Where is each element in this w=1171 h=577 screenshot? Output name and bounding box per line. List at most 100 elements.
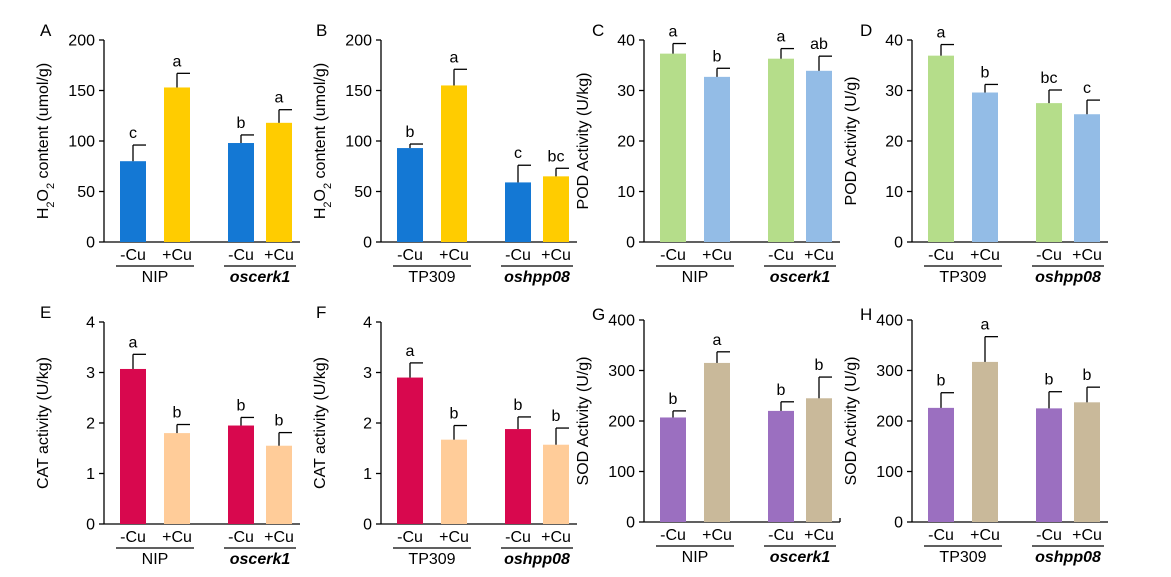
bar: [1036, 408, 1062, 522]
category-tick-label: -Cu: [397, 247, 423, 264]
bar: [228, 425, 254, 524]
y-tick-label: 2: [86, 416, 95, 433]
category-tick-label: -Cu: [768, 247, 794, 264]
category-tick-label: -Cu: [505, 247, 531, 264]
y-tick-label: 300: [876, 363, 903, 380]
y-tick-label: 1: [86, 466, 95, 483]
y-axis-label-part: CAT activity (U/kg): [35, 357, 52, 489]
significance-letter: a: [777, 29, 786, 46]
y-tick-label: 4: [363, 315, 372, 332]
significance-letter: b: [552, 408, 561, 425]
y-axis-label: SOD Activity (U/g): [843, 357, 860, 486]
bar: [266, 122, 292, 242]
category-tick-label: -Cu: [228, 247, 254, 264]
significance-letter: a: [129, 334, 138, 351]
significance-letter: b: [981, 64, 990, 81]
y-tick-label: 200: [876, 414, 903, 431]
y-tick-label: 100: [345, 134, 372, 151]
bar: [768, 58, 794, 243]
significance-letter: a: [173, 53, 182, 70]
y-tick-label: 10: [617, 184, 635, 201]
bar: [505, 182, 531, 242]
category-tick-label: +Cu: [541, 529, 571, 546]
category-tick-label: +Cu: [439, 247, 469, 264]
bar: [164, 87, 190, 242]
y-tick-label: 0: [363, 517, 372, 534]
group-label: NIP: [682, 549, 709, 566]
group-label: oshpp08: [1035, 269, 1101, 286]
significance-letter: bc: [1041, 70, 1058, 87]
y-tick-label: 20: [885, 134, 903, 151]
category-tick-label: +Cu: [804, 247, 834, 264]
significance-letter: b: [406, 124, 415, 141]
bar: [1074, 114, 1100, 242]
group-label: oshpp08: [1035, 549, 1101, 566]
category-tick-label: +Cu: [970, 527, 1000, 544]
panel-letter: A: [40, 21, 52, 40]
bar: [768, 410, 794, 522]
y-tick-label: 40: [885, 33, 903, 50]
category-tick-label: -Cu: [1036, 527, 1062, 544]
y-axis-label: CAT activity (U/kg): [312, 357, 329, 489]
category-tick-label: +Cu: [162, 247, 192, 264]
significance-letter: b: [1045, 372, 1054, 389]
panel-letter: F: [316, 303, 326, 322]
bar: [806, 70, 832, 243]
panel-letter: D: [860, 21, 872, 40]
bar: [660, 417, 686, 522]
y-tick-label: 300: [608, 363, 635, 380]
significance-letter: c: [129, 125, 137, 142]
significance-letter: a: [450, 49, 459, 66]
panel-d: D 0 10 20 30 40 POD Activity (U/g) a -Cu b +Cu bc -C…: [843, 21, 1108, 286]
bar: [441, 439, 467, 524]
panel-g: G 0 100 200 300 400 SOD Activity (U/g) b -Cu a +Cu…: [575, 305, 841, 566]
category-tick-label: -Cu: [660, 247, 686, 264]
significance-letter: a: [981, 317, 990, 334]
y-axis-label: POD Activity (U/kg): [575, 73, 592, 210]
category-tick-label: -Cu: [120, 247, 146, 264]
category-tick-label: +Cu: [702, 247, 732, 264]
category-tick-label: -Cu: [768, 527, 794, 544]
category-tick-label: -Cu: [120, 529, 146, 546]
significance-letter: a: [669, 24, 678, 41]
group-label: TP309: [939, 549, 986, 566]
y-axis-label-part: POD Activity (U/g): [843, 77, 860, 206]
bar: [164, 433, 190, 524]
category-tick-label: -Cu: [1036, 247, 1062, 264]
y-tick-label: 2: [363, 416, 372, 433]
category-tick-label: -Cu: [397, 529, 423, 546]
bar: [228, 143, 254, 242]
panel-c: C 0 10 20 30 40 POD Activity (U/kg) a -Cu b +Cu a -C…: [575, 21, 840, 286]
y-tick-label: 150: [345, 83, 372, 100]
y-tick-label: 0: [894, 235, 903, 252]
significance-letter: b: [937, 373, 946, 390]
bar: [543, 176, 569, 242]
y-tick-label: 200: [608, 414, 635, 431]
significance-letter: c: [1083, 80, 1091, 97]
significance-letter: b: [777, 382, 786, 399]
significance-letter: b: [669, 391, 678, 408]
y-tick-label: 100: [68, 134, 95, 151]
bar: [1074, 402, 1100, 522]
y-tick-label: 400: [608, 313, 635, 330]
y-tick-label: 200: [345, 33, 372, 50]
y-axis-label-part: 2: [322, 201, 334, 207]
group-label: NIP: [142, 551, 169, 568]
category-tick-label: -Cu: [928, 527, 954, 544]
y-axis-label: H2O2 content (umol/g): [35, 63, 57, 219]
y-axis-label: H2O2 content (umol/g): [312, 63, 334, 219]
bar: [397, 148, 423, 242]
category-tick-label: +Cu: [541, 247, 571, 264]
group-label: TP309: [408, 269, 455, 286]
y-axis-label-part: 2: [45, 183, 57, 189]
category-tick-label: -Cu: [660, 527, 686, 544]
group-label: oshpp08: [504, 269, 570, 286]
y-axis-label-part: content (umol/g): [312, 63, 329, 183]
group-label: TP309: [939, 269, 986, 286]
y-tick-label: 0: [86, 517, 95, 534]
y-axis-label-part: CAT activity (U/kg): [312, 357, 329, 489]
significance-letter: b: [815, 357, 824, 374]
y-tick-label: 150: [68, 83, 95, 100]
